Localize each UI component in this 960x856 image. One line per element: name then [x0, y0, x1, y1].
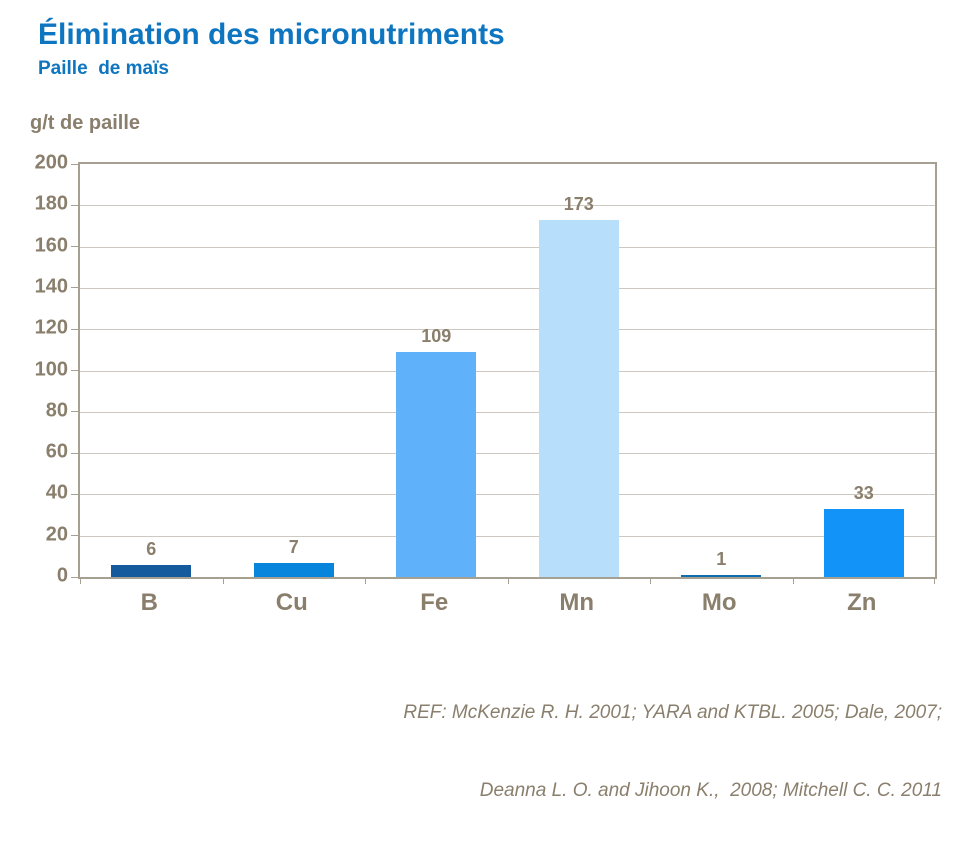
x-axis-tick: [365, 577, 366, 584]
chart-title: Élimination des micronutriments: [38, 18, 505, 51]
gridline: [80, 329, 935, 331]
x-axis-category-label: Zn: [847, 589, 877, 616]
x-axis-tick: [222, 577, 224, 584]
x-axis-tick: [792, 577, 794, 584]
reference-line-1: REF: McKenzie R. H. 2001; YARA and KTBL.…: [403, 702, 942, 723]
bar-fe: [396, 352, 477, 577]
y-axis-tick-label: 200: [34, 151, 68, 174]
y-axis-tick-label: 120: [34, 316, 68, 339]
chart-subtitle: Paille de maïs: [38, 58, 169, 79]
bar-value-label: 173: [563, 194, 594, 214]
y-axis-tick-label: 80: [45, 399, 68, 422]
x-axis-tick: [650, 577, 651, 584]
gridline: [80, 287, 935, 289]
bar-value-label: 6: [146, 539, 157, 559]
bar-mn: [538, 220, 619, 577]
y-axis-tick: [71, 287, 78, 289]
gridline: [80, 453, 935, 455]
y-axis-tick-label: 140: [34, 275, 68, 298]
y-axis-tick-label: 40: [45, 481, 68, 504]
y-axis-tick-label: 0: [56, 564, 68, 587]
y-axis-tick: [71, 411, 78, 413]
bar-value-label: 109: [421, 326, 452, 346]
gridline: [80, 494, 935, 496]
gridline: [80, 246, 935, 248]
y-axis-tick: [71, 370, 78, 371]
y-axis-tick-label: 20: [45, 523, 68, 546]
y-axis-title: g/t de paille: [30, 112, 141, 134]
bar-value-label: 1: [716, 549, 727, 569]
reference-text: REF: McKenzie R. H. 2001; YARA and KTBL.…: [242, 648, 942, 856]
y-axis-tick-label: 160: [34, 234, 68, 257]
x-axis-category-label: Fe: [420, 589, 449, 616]
y-axis-tick: [71, 452, 78, 454]
y-axis-tick: [71, 493, 78, 495]
x-axis-tick: [934, 577, 935, 584]
bar-b: [111, 565, 192, 577]
gridline: [80, 535, 935, 537]
y-axis-tick-label: 180: [34, 192, 68, 215]
slide: Élimination des micronutriments Paille d…: [30, 18, 942, 801]
y-axis-tick: [71, 328, 78, 330]
y-axis-tick: [71, 535, 78, 537]
gridline: [80, 205, 935, 207]
y-axis-tick-label: 60: [45, 440, 68, 463]
bar-value-label: 7: [288, 537, 299, 557]
reference-line-2: Deanna L. O. and Jihoon K., 2008; Mitche…: [479, 780, 942, 801]
bar-zn: [823, 509, 904, 577]
x-axis-category-label: Mn: [559, 589, 595, 616]
gridline: [80, 411, 935, 413]
x-axis-tick: [507, 577, 509, 584]
x-axis-category-label: B: [140, 589, 158, 616]
y-axis-tick-label: 100: [34, 358, 68, 380]
plot-area: 6 7 109 173 1 33: [71, 162, 937, 584]
y-axis-tick: [71, 204, 78, 206]
y-axis-tick: [71, 246, 78, 248]
x-axis-category-label: Mo: [701, 589, 737, 616]
y-axis-tick: [71, 163, 78, 165]
x-axis-tick: [80, 577, 81, 584]
bar-mo: [681, 575, 762, 577]
bar-value-label: 33: [853, 483, 874, 503]
bar-cu: [253, 563, 334, 577]
gridline: [80, 370, 935, 372]
y-axis-tick: [71, 576, 78, 578]
x-axis-category-label: Cu: [275, 589, 308, 616]
